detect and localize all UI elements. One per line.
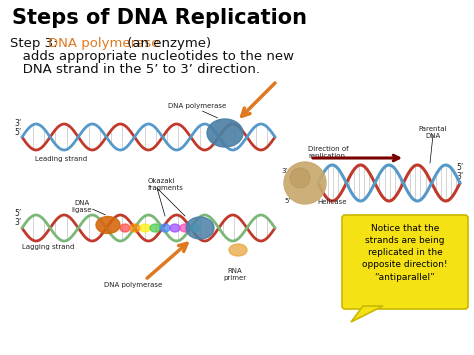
Ellipse shape: [140, 224, 150, 232]
Text: 3’: 3’: [14, 218, 21, 227]
Text: DNA polymerase: DNA polymerase: [48, 37, 159, 50]
Text: DNA strand in the 5’ to 3’ direction.: DNA strand in the 5’ to 3’ direction.: [10, 63, 260, 76]
Ellipse shape: [186, 217, 214, 239]
Text: 3’: 3’: [281, 168, 288, 174]
Circle shape: [290, 168, 310, 188]
Ellipse shape: [170, 224, 180, 232]
Ellipse shape: [96, 217, 120, 234]
Text: Leading strand: Leading strand: [35, 156, 87, 162]
Ellipse shape: [229, 244, 247, 256]
Text: Okazaki
fragments: Okazaki fragments: [148, 178, 184, 191]
Text: adds appropriate nucleotides to the new: adds appropriate nucleotides to the new: [10, 50, 294, 63]
Ellipse shape: [120, 224, 130, 232]
Ellipse shape: [160, 224, 170, 232]
Text: Helicase: Helicase: [317, 199, 346, 205]
Text: DNA
ligase: DNA ligase: [72, 200, 92, 213]
Text: 5’: 5’: [14, 209, 21, 218]
Ellipse shape: [150, 224, 160, 232]
Text: Steps of DNA Replication: Steps of DNA Replication: [12, 8, 307, 28]
Ellipse shape: [190, 224, 200, 232]
Polygon shape: [351, 306, 383, 322]
Text: 5’: 5’: [456, 163, 463, 172]
Text: Direction of
replication: Direction of replication: [308, 146, 348, 159]
Ellipse shape: [207, 119, 243, 147]
Text: (an enzyme): (an enzyme): [123, 37, 211, 50]
Text: 3’: 3’: [456, 172, 463, 181]
Text: Lagging strand: Lagging strand: [22, 244, 74, 250]
FancyBboxPatch shape: [342, 215, 468, 309]
Text: Step 3:: Step 3:: [10, 37, 66, 50]
Text: 5’: 5’: [14, 128, 21, 137]
Text: Parental
DNA: Parental DNA: [419, 126, 447, 139]
Text: DNA polymerase: DNA polymerase: [104, 282, 162, 288]
Ellipse shape: [180, 224, 190, 232]
Text: Notice that the
strands are being
replicated in the
opposite direction!
“antipar: Notice that the strands are being replic…: [362, 224, 448, 282]
Ellipse shape: [130, 224, 140, 232]
Text: 3’: 3’: [14, 119, 21, 128]
Text: 5’: 5’: [284, 198, 291, 204]
Text: RNA
primer: RNA primer: [223, 268, 246, 281]
Circle shape: [284, 162, 326, 204]
Text: DNA polymerase: DNA polymerase: [168, 103, 226, 109]
